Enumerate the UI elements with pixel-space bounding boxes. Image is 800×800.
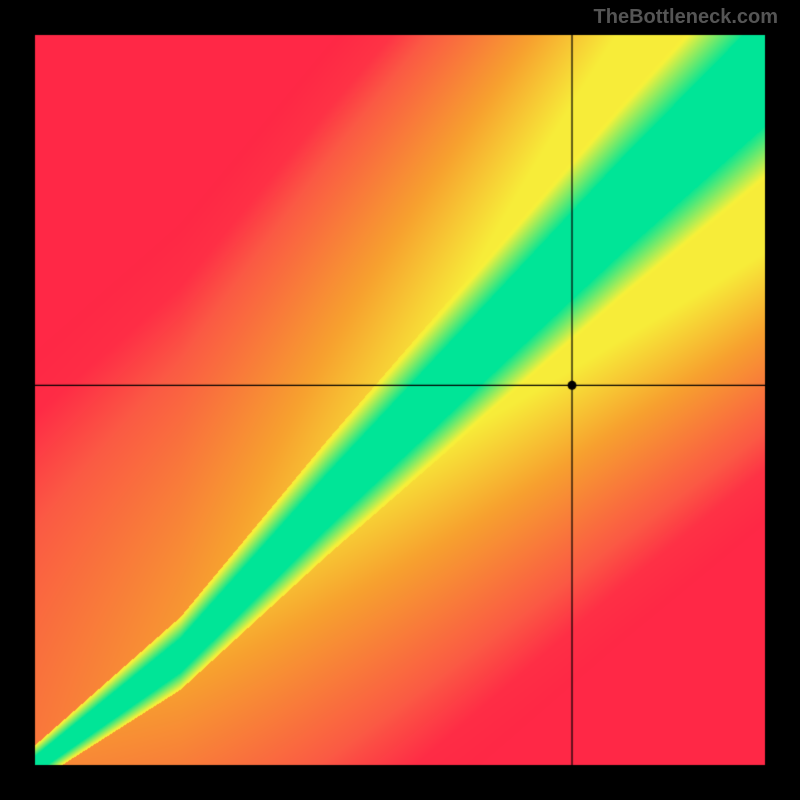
bottleneck-heatmap [0,0,800,800]
chart-container: TheBottleneck.com [0,0,800,800]
watermark-label: TheBottleneck.com [594,6,778,29]
